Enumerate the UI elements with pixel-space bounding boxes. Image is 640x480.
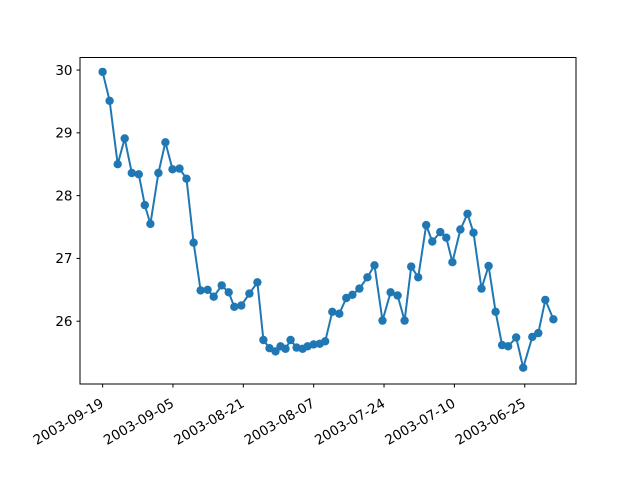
data-point-marker xyxy=(484,261,493,271)
data-point-marker xyxy=(224,288,233,297)
data-point-marker xyxy=(519,363,528,372)
data-point-marker xyxy=(436,227,445,237)
data-series xyxy=(98,67,558,372)
data-point-marker xyxy=(370,261,379,270)
data-point-marker xyxy=(477,284,486,293)
data-point-marker xyxy=(182,174,191,183)
data-point-marker xyxy=(491,307,500,316)
data-point-marker xyxy=(286,335,295,345)
data-point-marker xyxy=(209,292,218,301)
data-point-marker xyxy=(253,278,262,287)
data-point-marker xyxy=(140,200,149,210)
data-point-marker xyxy=(203,285,212,294)
data-point-marker xyxy=(217,281,226,290)
data-point-marker xyxy=(456,225,465,234)
data-point-marker xyxy=(134,170,143,179)
data-point-marker xyxy=(355,284,364,293)
data-point-marker xyxy=(386,288,395,297)
y-tick-label: 27 xyxy=(55,251,72,267)
data-point-marker xyxy=(528,332,537,342)
data-point-marker xyxy=(189,238,198,247)
y-tick-label: 30 xyxy=(55,63,72,79)
data-point-marker xyxy=(146,219,155,229)
data-point-marker xyxy=(328,307,337,316)
data-point-marker xyxy=(168,165,177,174)
data-point-marker xyxy=(230,302,239,311)
data-point-marker xyxy=(469,228,478,237)
data-point-marker xyxy=(175,164,184,173)
data-point-marker xyxy=(120,134,129,143)
data-point-marker xyxy=(105,96,114,106)
plot-border xyxy=(79,57,577,385)
data-point-marker xyxy=(549,315,558,324)
data-point-marker xyxy=(245,289,254,298)
data-point-marker xyxy=(448,258,457,267)
data-point-marker xyxy=(281,344,290,353)
data-point-marker xyxy=(512,333,521,342)
data-point-marker xyxy=(400,316,409,325)
data-point-marker xyxy=(196,286,205,295)
data-point-marker xyxy=(442,233,451,242)
data-point-marker xyxy=(127,168,136,178)
data-point-marker xyxy=(98,67,107,77)
data-point-marker xyxy=(534,328,543,338)
data-point-marker xyxy=(428,237,437,246)
data-point-marker xyxy=(422,220,431,230)
y-tick-label: 28 xyxy=(55,188,72,204)
y-tick-label: 26 xyxy=(55,314,72,330)
data-point-marker xyxy=(113,160,122,169)
data-point-marker xyxy=(259,335,268,345)
data-point-marker xyxy=(393,291,402,300)
data-point-marker xyxy=(463,209,472,218)
data-point-marker xyxy=(541,295,550,305)
data-point-marker xyxy=(154,168,163,178)
data-point-marker xyxy=(335,309,344,318)
data-point-marker xyxy=(321,337,330,346)
data-point-marker xyxy=(363,273,372,282)
data-point-marker xyxy=(348,290,357,299)
axis-ticks xyxy=(76,69,526,388)
data-point-marker xyxy=(504,342,513,351)
data-point-marker xyxy=(414,273,423,282)
y-tick-label: 29 xyxy=(55,126,72,142)
data-point-marker xyxy=(407,262,416,271)
data-point-marker xyxy=(237,301,246,310)
data-point-marker xyxy=(161,138,170,147)
data-point-marker xyxy=(378,316,387,325)
